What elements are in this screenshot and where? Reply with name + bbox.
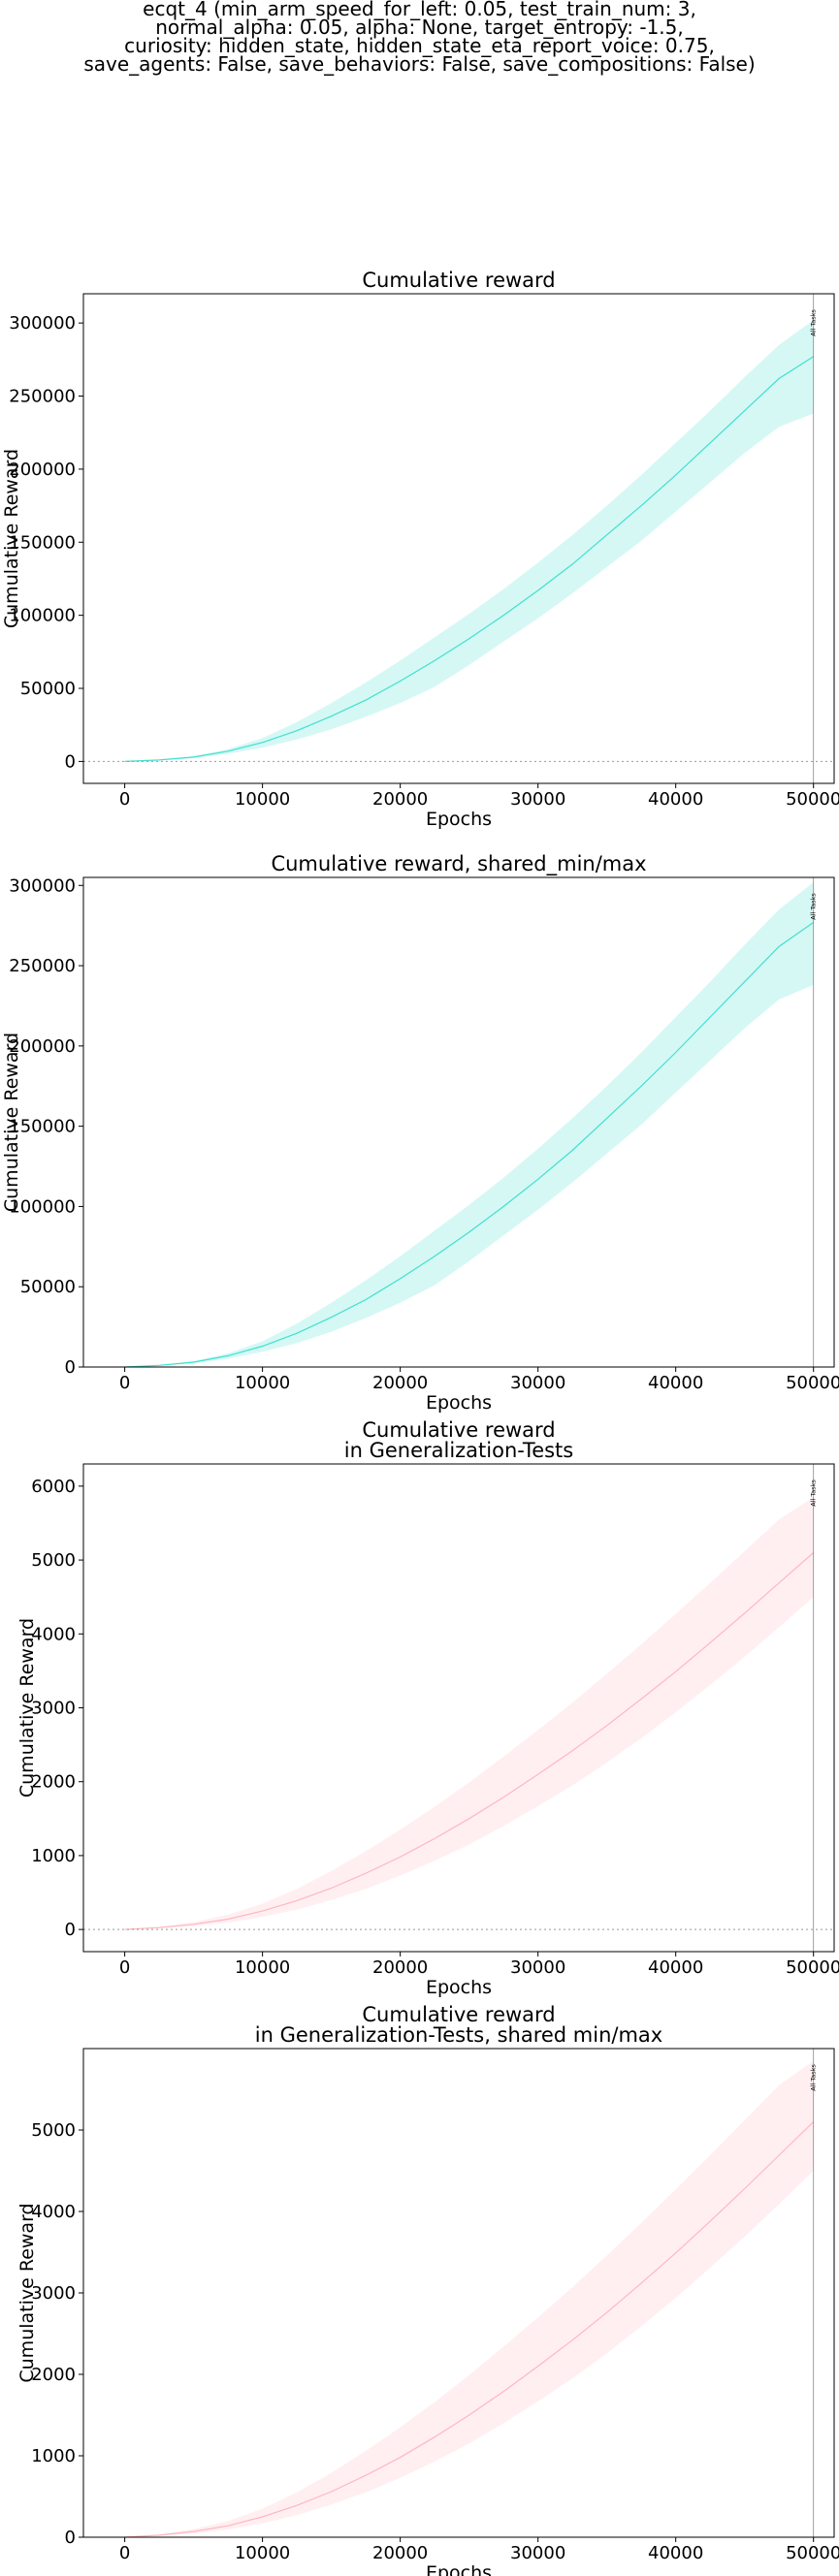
y-tick-label: 200000	[9, 460, 76, 480]
y-tick-label: 1000	[31, 2446, 76, 2466]
y-tick-label: 3000	[31, 2283, 76, 2304]
y-tick-label: 100000	[9, 606, 76, 626]
chart-title-line: Cumulative reward	[362, 269, 555, 292]
x-tick-label: 10000	[235, 2543, 290, 2563]
y-tick-label: 5000	[31, 1550, 76, 1571]
x-tick-label: 10000	[235, 789, 290, 810]
y-axis-label: Cumulative Reward	[1, 449, 22, 628]
x-tick-label: 50000	[786, 1957, 839, 1978]
x-tick-label: 40000	[648, 2543, 703, 2563]
y-tick-label: 300000	[9, 875, 76, 896]
mean-line	[124, 921, 815, 1368]
y-tick-label: 250000	[9, 956, 76, 976]
y-tick-label: 0	[65, 2528, 76, 2548]
x-axis-label: Epochs	[426, 2562, 492, 2576]
x-tick-label: 40000	[648, 789, 703, 810]
x-axis-label: Epochs	[426, 1392, 492, 1414]
y-tick-label: 0	[65, 751, 76, 772]
min-max-band	[124, 2060, 814, 2537]
y-tick-label: 100000	[9, 1196, 76, 1217]
y-axis-label: Cumulative Reward	[16, 1618, 38, 1797]
plot-frame	[82, 2048, 835, 2538]
x-tick-label: 40000	[648, 1373, 703, 1393]
y-tick-label: 50000	[20, 1277, 76, 1297]
y-tick-label: 4000	[31, 2202, 76, 2222]
x-tick-label: 20000	[372, 1373, 428, 1393]
plot-frame	[82, 293, 835, 784]
x-tick-label: 30000	[510, 1957, 565, 1978]
y-tick-label: 300000	[9, 313, 76, 334]
y-tick-label: 6000	[31, 1477, 76, 1497]
all-tasks-label: All Tasks	[810, 893, 818, 920]
y-tick-label: 150000	[9, 532, 76, 553]
y-tick-label: 150000	[9, 1117, 76, 1137]
y-tick-label: 250000	[9, 387, 76, 407]
chart-1: Cumulative reward All Tasks 0 10000 20000 300…	[1, 269, 839, 830]
y-axis-label: Cumulative Reward	[1, 1033, 22, 1212]
all-tasks-label: All Tasks	[810, 309, 818, 336]
chart-title-line: Cumulative reward	[362, 1418, 555, 1442]
y-tick-label: 4000	[31, 1624, 76, 1644]
y-tick-label: 3000	[31, 1699, 76, 1719]
mean-line	[124, 2121, 815, 2538]
chart-title: Cumulative reward, shared_min/max	[271, 852, 646, 876]
x-tick-label: 20000	[372, 1957, 428, 1978]
mean-line	[124, 356, 815, 762]
plot-frame	[82, 876, 835, 1368]
chart-4: Cumulative reward in Generalization-Tests…	[16, 2003, 839, 2576]
y-tick-label: 5000	[31, 2120, 76, 2141]
x-tick-label: 50000	[786, 1373, 839, 1393]
x-tick-label: 10000	[235, 1373, 290, 1393]
min-max-band	[124, 882, 814, 1367]
x-tick-label: 0	[119, 2543, 130, 2563]
min-max-band	[124, 1497, 814, 1930]
y-tick-label: 2000	[31, 2365, 76, 2385]
chart-title-line: Cumulative reward	[362, 2003, 555, 2026]
y-tick-label: 200000	[9, 1036, 76, 1057]
x-tick-label: 50000	[786, 789, 839, 810]
x-axis-label: Epochs	[426, 809, 492, 830]
x-tick-label: 0	[119, 789, 130, 810]
chart-title-line: in Generalization-Tests	[344, 1439, 573, 1462]
chart-title-line: in Generalization-Tests, shared min/max	[255, 2023, 662, 2047]
y-axis-label: Cumulative Reward	[16, 2203, 38, 2382]
chart-title: Cumulative reward in Generalization-Tests	[344, 1418, 573, 1462]
chart-title: Cumulative reward in Generalization-Tests…	[255, 2003, 662, 2047]
x-tick-label: 10000	[235, 1957, 290, 1978]
x-tick-label: 40000	[648, 1957, 703, 1978]
x-tick-label: 50000	[786, 2543, 839, 2563]
x-tick-label: 30000	[510, 789, 565, 810]
y-tick-label: 50000	[20, 679, 76, 699]
min-max-band	[124, 320, 814, 762]
figure-suptitle: ecqt_4 (min_arm_speed_for_left: 0.05, te…	[83, 0, 756, 76]
y-tick-label: 1000	[31, 1846, 76, 1866]
chart-title: Cumulative reward	[362, 269, 555, 292]
plot-frame	[82, 1463, 835, 1953]
x-tick-label: 20000	[372, 2543, 428, 2563]
chart-2: Cumulative reward, shared_min/max All Tas…	[1, 852, 839, 1414]
x-tick-label: 30000	[510, 1373, 565, 1393]
x-tick-label: 30000	[510, 2543, 565, 2563]
all-tasks-label: All Tasks	[810, 2064, 818, 2091]
y-tick-label: 0	[65, 1920, 76, 1940]
x-tick-label: 0	[119, 1373, 130, 1393]
y-tick-label: 2000	[31, 1772, 76, 1793]
mean-line	[124, 1552, 815, 1930]
x-axis-label: Epochs	[426, 1977, 492, 1998]
x-tick-label: 0	[119, 1957, 130, 1978]
all-tasks-label: All Tasks	[810, 1479, 818, 1507]
chart-3: Cumulative reward in Generalization-Tests…	[16, 1418, 839, 1998]
chart-title-line: Cumulative reward, shared_min/max	[271, 852, 646, 876]
y-tick-label: 0	[65, 1357, 76, 1378]
x-tick-label: 20000	[372, 789, 428, 810]
